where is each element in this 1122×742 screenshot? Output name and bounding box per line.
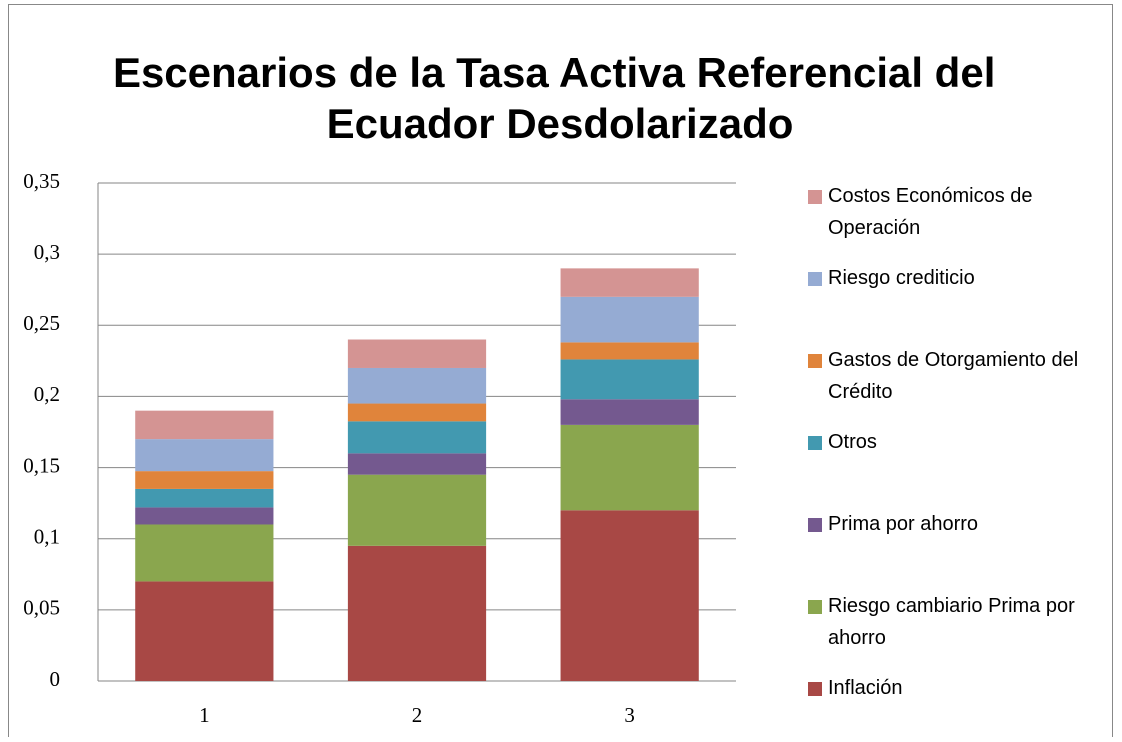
legend-label: Inflación xyxy=(828,677,903,699)
bar-segment xyxy=(347,421,487,454)
legend-swatch xyxy=(808,354,822,368)
bar-segment xyxy=(347,339,487,368)
bar-segment xyxy=(347,403,487,422)
legend-label: Riesgo cambiario Prima por ahorro xyxy=(828,595,1080,649)
legend-label: Costos Económicos de Operación xyxy=(828,185,1038,239)
y-tick-label: 0,1 xyxy=(34,525,60,549)
bar-segment xyxy=(560,424,699,511)
bar-segment xyxy=(347,367,487,404)
y-tick-label: 0,05 xyxy=(23,596,60,620)
legend-label: Prima por ahorro xyxy=(828,513,978,535)
legend-swatch xyxy=(808,190,822,204)
x-tick-label: 3 xyxy=(624,703,635,727)
legend-swatch xyxy=(808,436,822,450)
legend-label: Gastos de Otorgamiento del Crédito xyxy=(828,349,1084,403)
bar-segment xyxy=(135,410,274,440)
bar-segment xyxy=(560,296,699,343)
bar-segment xyxy=(347,453,487,475)
bar-segment xyxy=(560,399,699,425)
y-tick-label: 0,2 xyxy=(34,382,60,406)
bar-segment xyxy=(135,471,274,489)
y-tick-label: 0,15 xyxy=(23,453,60,477)
legend-label: Otros xyxy=(828,431,877,453)
bar-segment xyxy=(135,524,274,582)
y-tick-label: 0,3 xyxy=(34,240,60,264)
bar-segment xyxy=(560,359,699,400)
y-tick-label: 0,35 xyxy=(23,169,60,193)
bar-segment xyxy=(560,510,699,681)
legend-swatch xyxy=(808,600,822,614)
legend-swatch xyxy=(808,272,822,286)
x-tick-label: 2 xyxy=(412,703,423,727)
bar-segment xyxy=(347,545,487,681)
y-tick-label: 0 xyxy=(50,667,61,691)
x-tick-label: 1 xyxy=(199,703,210,727)
bar-segment xyxy=(135,581,274,681)
y-tick-label: 0,25 xyxy=(23,311,60,335)
bar-segment xyxy=(347,474,487,546)
legend-swatch xyxy=(808,518,822,532)
chart-title: Escenarios de la Tasa Activa Referencial… xyxy=(113,49,1007,147)
bar-segment xyxy=(560,268,699,297)
bar-segment xyxy=(135,507,274,525)
chart-frame xyxy=(8,4,1113,742)
bar-segment xyxy=(560,342,699,360)
legend-swatch xyxy=(808,682,822,696)
bar-segment xyxy=(135,439,274,472)
bar-segment xyxy=(135,488,274,508)
legend-label: Riesgo crediticio xyxy=(828,267,975,289)
